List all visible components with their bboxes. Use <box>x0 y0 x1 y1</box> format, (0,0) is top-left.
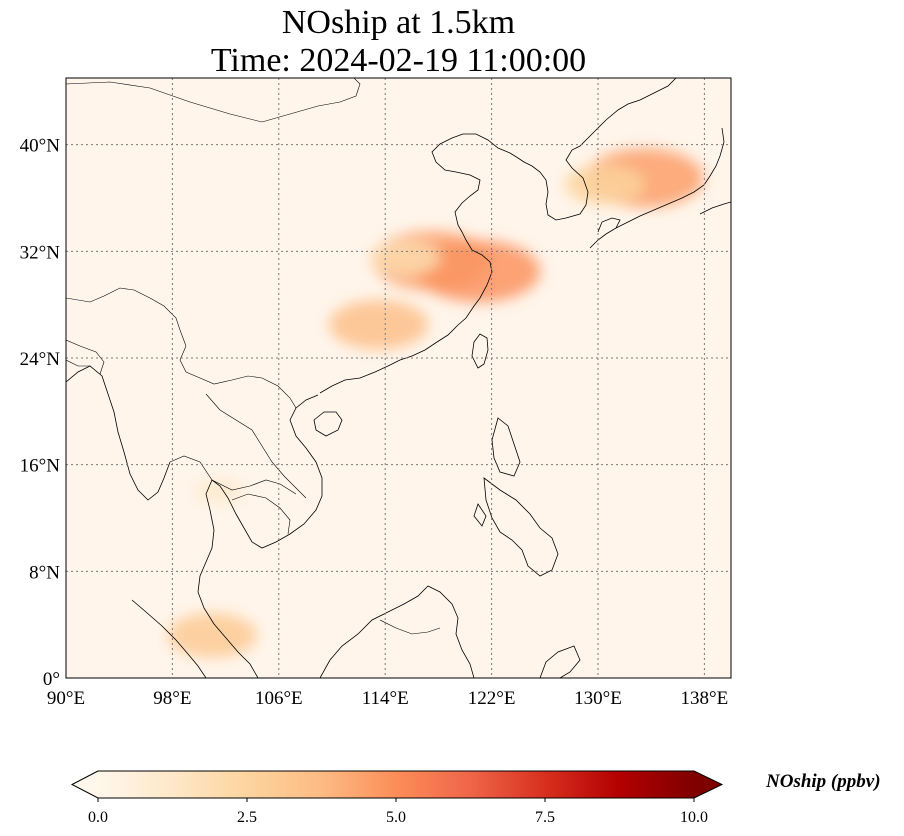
hotspot-central-china <box>369 240 441 276</box>
bangladesh-border <box>66 359 90 367</box>
latitude-tick-label: 40°N <box>20 136 61 157</box>
japan-coastline <box>589 127 731 249</box>
hotspot-thailand <box>193 478 245 505</box>
myanmar-coastline <box>66 365 171 501</box>
longitude-tick-label: 122°E <box>468 688 516 709</box>
hotspot-jiangxi <box>328 299 429 350</box>
colorbar-tick-label: 5.0 <box>386 809 406 826</box>
colorbar-body <box>98 771 694 798</box>
latitude-tick-label: 0° <box>43 669 60 690</box>
india-border <box>66 339 105 375</box>
himalaya-border <box>66 287 187 347</box>
china-korea-coastline <box>319 99 641 394</box>
latitude-tick-label: 24°N <box>20 349 61 370</box>
thailand-border <box>169 455 297 495</box>
cambodia-border <box>231 493 291 535</box>
country-borders <box>66 78 441 635</box>
longitude-tick-label: 98°E <box>153 688 191 709</box>
longitude-tick-label: 106°E <box>255 688 303 709</box>
hotspot-malacca-strait <box>167 612 258 658</box>
concentration-field <box>167 148 704 658</box>
laos-border <box>205 393 307 499</box>
hotspot-korea-japan-sea <box>564 164 645 205</box>
philippines-coastline <box>473 417 559 577</box>
longitude-axis: 90°E 98°E 106°E 114°E 122°E 130°E 138°E <box>47 688 728 709</box>
latitude-tick-label: 32°N <box>20 242 61 263</box>
hotspot-yangtze-delta <box>416 240 541 303</box>
map-frame <box>65 77 732 679</box>
longitude-tick-label: 130°E <box>574 688 622 709</box>
malaysia-border <box>379 619 441 635</box>
colorbar-tick-label: 10.0 <box>680 809 708 826</box>
colorbar-tick-label: 2.5 <box>237 809 257 826</box>
colorbar-tick-label: 0.0 <box>88 809 108 826</box>
latitude-axis: 0° 8°N 16°N 24°N 32°N 40°N <box>20 136 61 690</box>
map-time-subtitle: Time: 2024-02-19 11:00:00 <box>210 42 587 79</box>
sulawesi-coastline <box>539 645 581 678</box>
mongolia-border <box>66 78 361 123</box>
sumatra-coastline <box>131 599 207 678</box>
latitude-tick-label: 16°N <box>20 456 61 477</box>
colorbar-ticks: 0.0 2.5 5.0 7.5 10.0 <box>88 798 708 826</box>
china-myanmar-border <box>179 345 297 409</box>
colorbar: 0.0 2.5 5.0 7.5 10.0 <box>70 770 724 826</box>
map-title: NOship at 1.5km <box>281 4 516 41</box>
indochina-coastline <box>197 394 323 678</box>
colorbar-label: NOship (ppbv) <box>766 771 881 792</box>
colorbar-tick-label: 7.5 <box>535 809 555 826</box>
longitude-tick-label: 90°E <box>47 688 85 709</box>
latitude-tick-label: 8°N <box>29 562 60 583</box>
hainan-coastline <box>313 411 343 437</box>
colorbar-extend-max <box>694 771 722 798</box>
longitude-tick-label: 138°E <box>681 688 729 709</box>
borneo-coastline <box>319 585 475 678</box>
russia-coastline <box>639 78 677 101</box>
colorbar-extend-min <box>72 771 98 798</box>
coastlines <box>66 78 731 678</box>
longitude-tick-label: 114°E <box>362 688 409 709</box>
